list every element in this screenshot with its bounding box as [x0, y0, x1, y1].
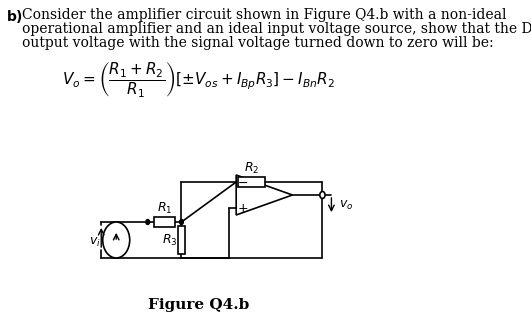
Bar	[178, 226, 185, 254]
Bar	[153, 217, 175, 227]
Text: $+$: $+$	[237, 202, 248, 214]
Text: $V_o = \left(\dfrac{R_1 + R_2}{R_1}\right)\left[\pm V_{os} + I_{Bp}R_3\right] - : $V_o = \left(\dfrac{R_1 + R_2}{R_1}\righ…	[62, 60, 335, 99]
Text: $R_1$: $R_1$	[157, 200, 172, 215]
Text: output voltage with the signal voltage turned down to zero will be:: output voltage with the signal voltage t…	[22, 36, 494, 50]
Text: Consider the amplifier circuit shown in Figure Q4.b with a non-ideal: Consider the amplifier circuit shown in …	[22, 8, 507, 22]
Circle shape	[179, 220, 183, 224]
Text: $R_3$: $R_3$	[161, 232, 177, 247]
Circle shape	[102, 222, 130, 258]
Text: $v_o$: $v_o$	[339, 198, 353, 212]
Bar	[238, 177, 266, 187]
Text: $-$: $-$	[237, 176, 248, 188]
Circle shape	[320, 192, 325, 198]
Text: Figure Q4.b: Figure Q4.b	[148, 298, 250, 312]
Text: $\mathbf{b)}$: $\mathbf{b)}$	[6, 8, 23, 25]
Text: $v_i$: $v_i$	[89, 235, 101, 248]
Text: operational amplifier and an ideal input voltage source, show that the DC: operational amplifier and an ideal input…	[22, 22, 531, 36]
Polygon shape	[236, 175, 293, 215]
Circle shape	[146, 220, 150, 224]
Text: $R_2$: $R_2$	[244, 160, 260, 176]
